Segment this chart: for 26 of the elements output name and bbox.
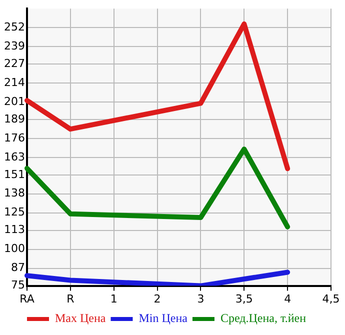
y-tick-label: 163 bbox=[4, 150, 25, 164]
x-tick-label: 3,5 bbox=[235, 292, 253, 306]
y-tick-label: 239 bbox=[4, 39, 25, 52]
y-tick-label: 189 bbox=[4, 112, 25, 126]
y-tick-label: 75 bbox=[10, 278, 25, 292]
legend-label: Min Цена bbox=[138, 311, 188, 326]
y-tick-label: 125 bbox=[4, 206, 25, 219]
y-tick-label: 100 bbox=[4, 242, 25, 256]
legend-label: Сред.Цена, т.йен bbox=[220, 311, 307, 326]
y-tick-label: 113 bbox=[4, 223, 25, 236]
y-tick-label: 252 bbox=[4, 20, 25, 34]
y-tick-label: 138 bbox=[4, 186, 25, 200]
x-tick-label: 1 bbox=[110, 292, 118, 306]
y-tick-label: 227 bbox=[4, 56, 25, 70]
x-tick-label: R bbox=[66, 292, 75, 306]
x-tick-label: 4 bbox=[284, 292, 292, 306]
y-tick-label: 214 bbox=[4, 76, 25, 89]
x-tick-label: 3 bbox=[197, 292, 204, 306]
x-tick-label: RA bbox=[20, 292, 35, 306]
legend-label: Max Цена bbox=[54, 311, 106, 326]
y-tick-label: 176 bbox=[4, 131, 25, 144]
x-tick-label: 2 bbox=[154, 292, 161, 306]
y-tick-label: 87 bbox=[10, 261, 25, 274]
y-tick-label: 151 bbox=[4, 168, 25, 181]
x-tick-label: 4,5 bbox=[322, 292, 340, 306]
y-tick-label: 201 bbox=[4, 94, 25, 108]
